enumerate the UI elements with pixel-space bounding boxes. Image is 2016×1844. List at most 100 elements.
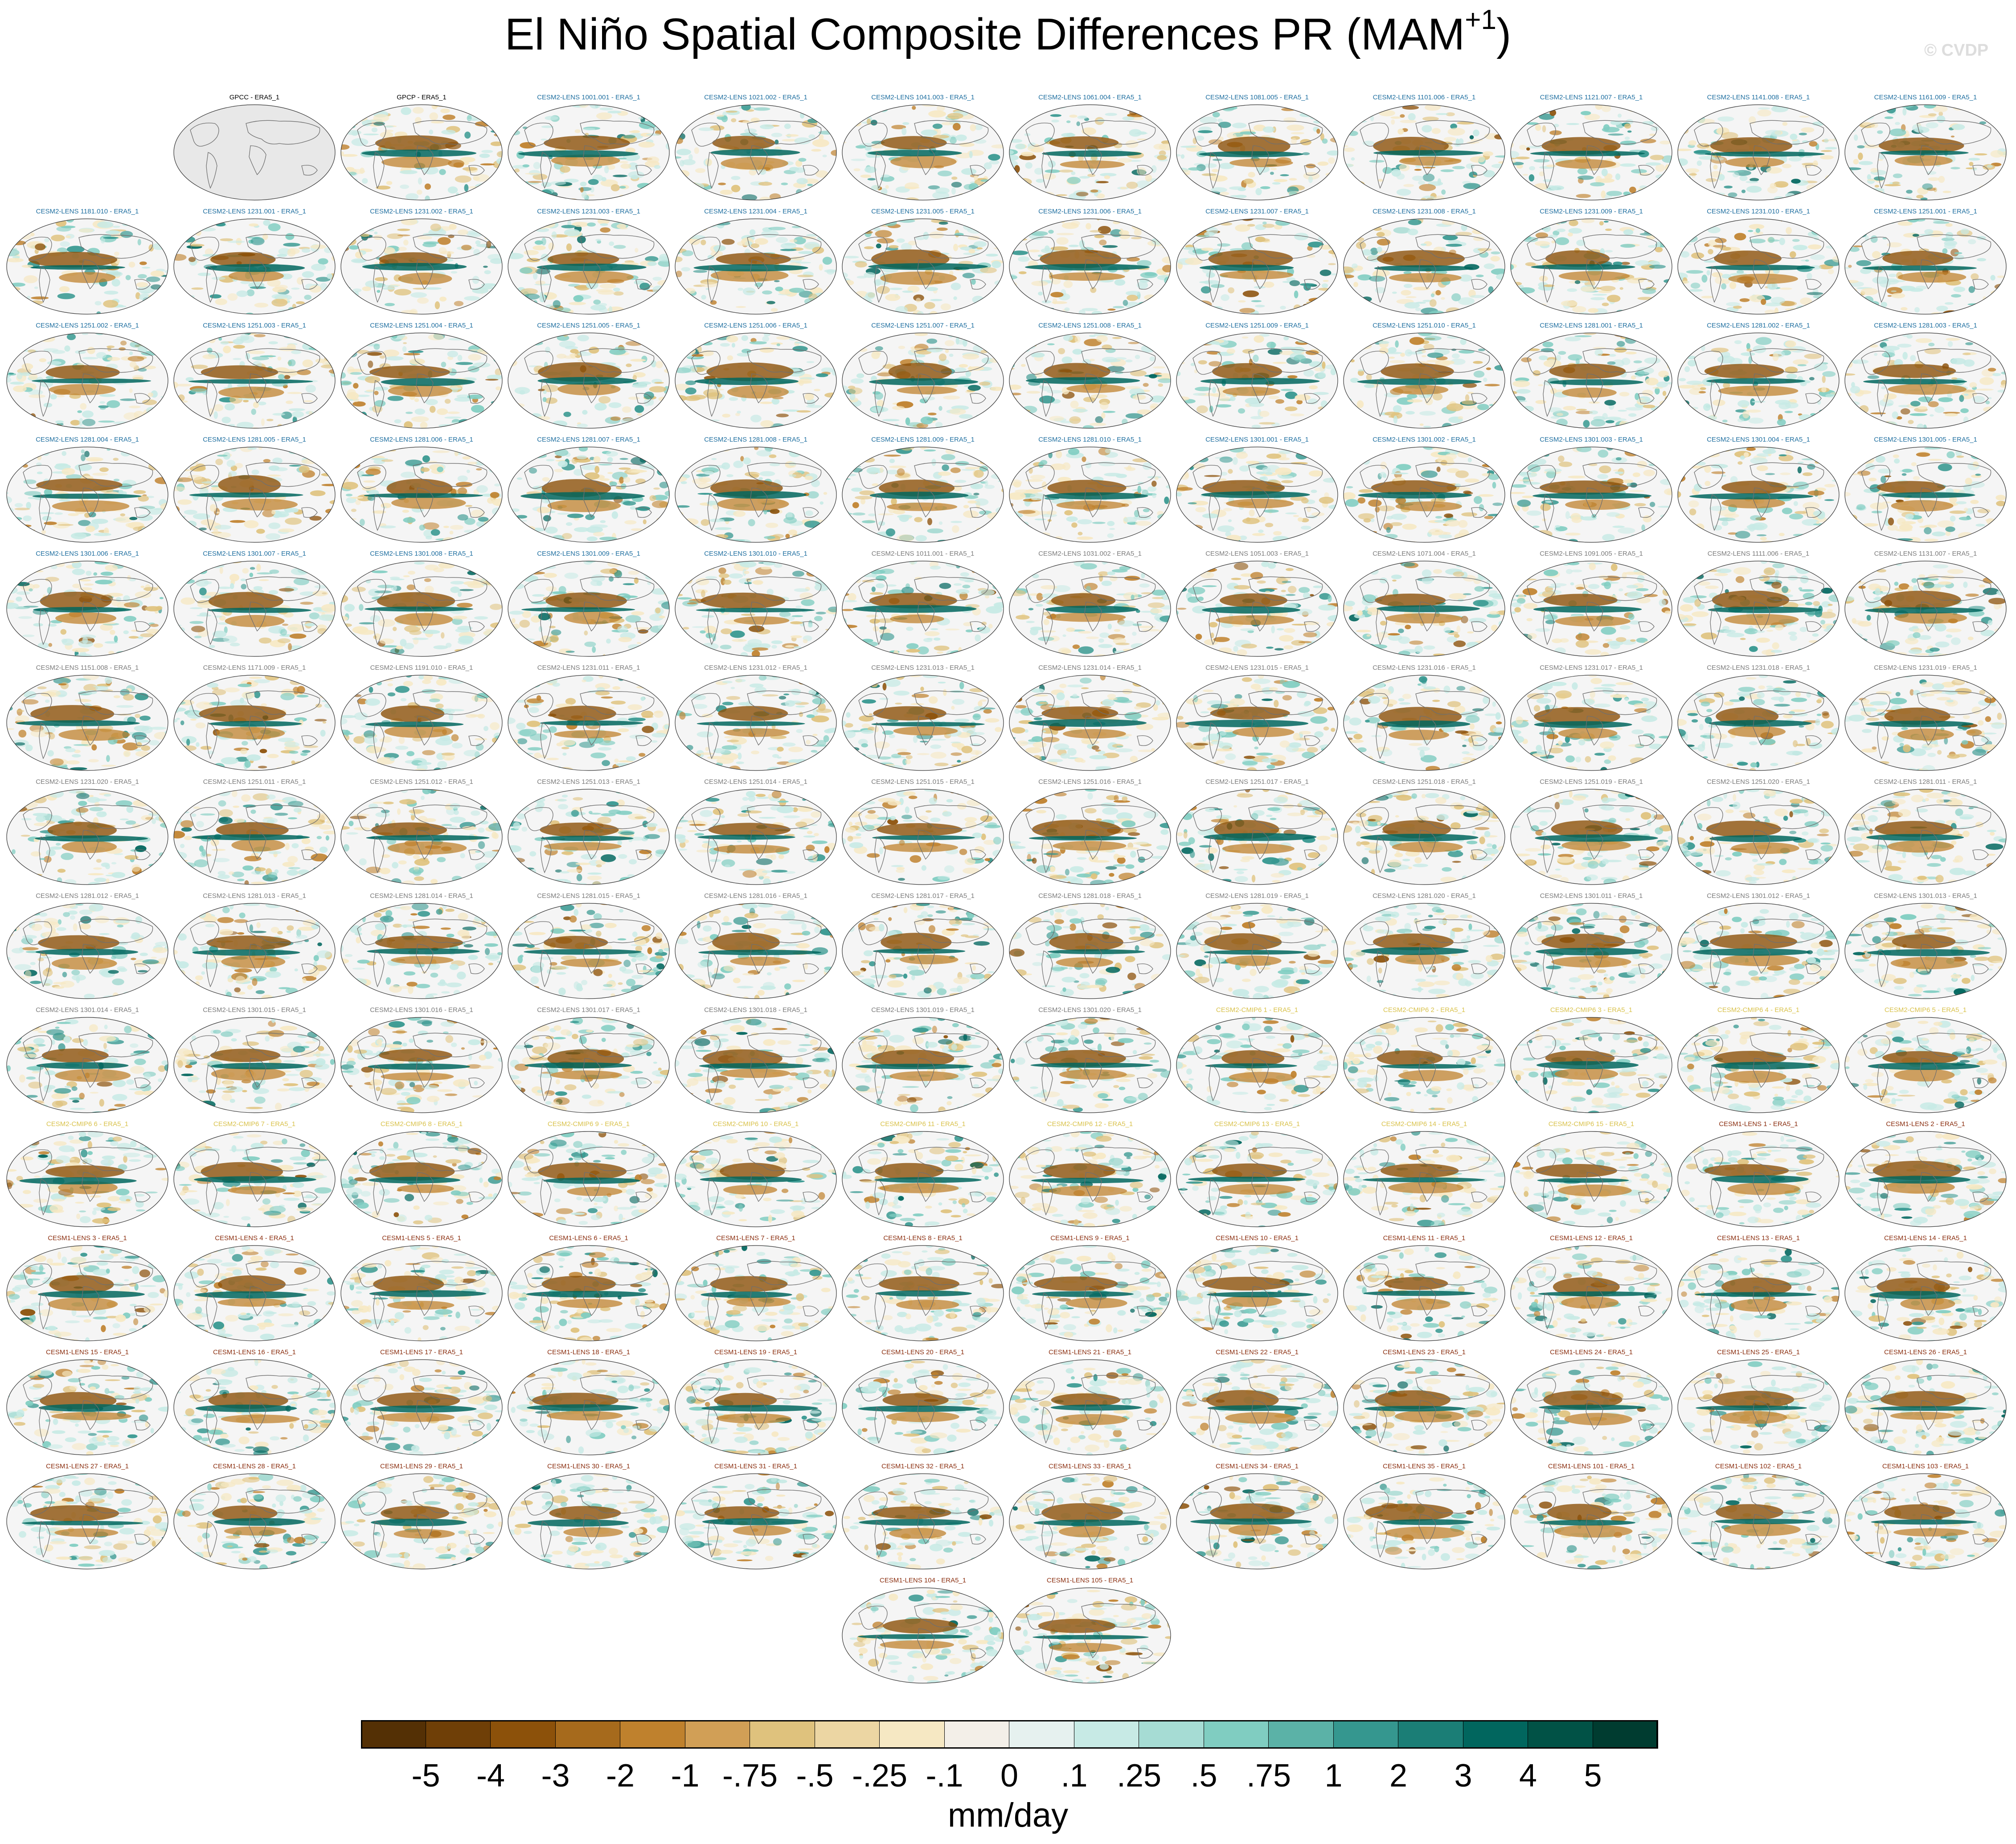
map-panel: CESM2-LENS 1301.008 - ERA5_1 <box>338 550 505 661</box>
global-map <box>1510 1245 1672 1341</box>
map-panel-title: CESM2-LENS 1281.018 - ERA5_1 <box>997 892 1183 900</box>
global-map <box>508 1473 670 1569</box>
map-panel-title: CESM2-LENS 1251.013 - ERA5_1 <box>496 778 681 786</box>
map-panel-title: CESM2-LENS 1301.016 - ERA5_1 <box>329 1006 514 1014</box>
map-panel-title: CESM2-LENS 1231.004 - ERA5_1 <box>663 208 848 216</box>
map-panel: CESM2-LENS 1231.014 - ERA5_1 <box>1006 664 1174 775</box>
map-panel: CESM2-LENS 1281.009 - ERA5_1 <box>839 436 1007 547</box>
colorbar-tick-label: .1 <box>1061 1758 1087 1794</box>
map-panel-title: CESM1-LENS 103 - ERA5_1 <box>1833 1463 2016 1471</box>
map-panel-title: CESM2-LENS 1051.003 - ERA5_1 <box>1164 550 1350 558</box>
map-panel: CESM2-CMIP6 8 - ERA5_1 <box>338 1120 505 1232</box>
map-panel: CESM2-CMIP6 11 - ERA5_1 <box>839 1120 1007 1232</box>
map-panel-title: CESM2-LENS 1281.006 - ERA5_1 <box>329 436 514 444</box>
map-panel-title: CESM2-LENS 1231.003 - ERA5_1 <box>496 208 681 216</box>
global-map <box>842 903 1004 999</box>
global-map <box>1343 561 1505 657</box>
map-panel-title: CESM2-LENS 1191.010 - ERA5_1 <box>329 664 514 672</box>
global-map <box>675 1473 837 1569</box>
map-panel-title: CESM2-LENS 1301.011 - ERA5_1 <box>1499 892 1684 900</box>
map-panel-title: CESM2-LENS 1301.003 - ERA5_1 <box>1499 436 1684 444</box>
map-panel-title: CESM2-LENS 1011.001 - ERA5_1 <box>830 550 1016 558</box>
map-panel: CESM2-LENS 1251.002 - ERA5_1 <box>4 322 171 433</box>
map-panel: CESM2-LENS 1301.013 - ERA5_1 <box>1842 892 2009 1004</box>
map-panel-title: GPCP - ERA5_1 <box>329 94 514 102</box>
map-panel: CESM2-LENS 1251.017 - ERA5_1 <box>1173 778 1341 889</box>
map-panel: CESM2-CMIP6 14 - ERA5_1 <box>1340 1120 1508 1232</box>
map-panel: CESM2-LENS 1251.003 - ERA5_1 <box>171 322 338 433</box>
map-panel-title: CESM2-LENS 1281.004 - ERA5_1 <box>0 436 180 444</box>
global-map <box>1009 1017 1171 1113</box>
map-panel: CESM2-LENS 1231.009 - ERA5_1 <box>1508 208 1675 319</box>
map-panel-title: CESM2-LENS 1081.005 - ERA5_1 <box>1164 94 1350 102</box>
map-panel: CESM2-LENS 1301.002 - ERA5_1 <box>1340 436 1508 547</box>
global-map <box>675 1017 837 1113</box>
map-panel: CESM2-LENS 1021.002 - ERA5_1 <box>672 94 840 205</box>
map-panel-title: CESM1-LENS 35 - ERA5_1 <box>1332 1463 1517 1471</box>
global-map <box>1343 1017 1505 1113</box>
map-panel: CESM2-LENS 1281.008 - ERA5_1 <box>672 436 840 547</box>
global-map <box>1009 903 1171 999</box>
map-panel-title: CESM2-LENS 1251.010 - ERA5_1 <box>1332 322 1517 330</box>
map-panel-title: CESM1-LENS 27 - ERA5_1 <box>0 1463 180 1471</box>
global-map <box>842 218 1004 315</box>
map-panel: CESM1-LENS 24 - ERA5_1 <box>1508 1348 1675 1460</box>
global-map <box>508 903 670 999</box>
map-panel: CESM2-LENS 1281.020 - ERA5_1 <box>1340 892 1508 1004</box>
colorbar-swatch <box>491 1720 556 1749</box>
map-panel: CESM2-LENS 1231.008 - ERA5_1 <box>1340 208 1508 319</box>
map-panel-title: CESM2-LENS 1131.007 - ERA5_1 <box>1833 550 2016 558</box>
map-panel: CESM1-LENS 101 - ERA5_1 <box>1508 1463 1675 1574</box>
global-map <box>173 1017 336 1113</box>
map-panel: CESM1-LENS 32 - ERA5_1 <box>839 1463 1007 1574</box>
map-panel-title: CESM2-CMIP6 6 - ERA5_1 <box>0 1120 180 1128</box>
map-panel-title: CESM2-LENS 1281.008 - ERA5_1 <box>663 436 848 444</box>
map-panel: CESM2-LENS 1101.006 - ERA5_1 <box>1340 94 1508 205</box>
map-panel-title: CESM2-LENS 1161.009 - ERA5_1 <box>1833 94 2016 102</box>
global-map <box>1009 1245 1171 1341</box>
map-panel: CESM2-LENS 1231.004 - ERA5_1 <box>672 208 840 319</box>
global-map <box>1677 332 1840 429</box>
global-map <box>1510 1473 1672 1569</box>
map-panel-title: CESM2-LENS 1301.017 - ERA5_1 <box>496 1006 681 1014</box>
global-map <box>508 447 670 543</box>
map-panel: CESM2-LENS 1071.004 - ERA5_1 <box>1340 550 1508 661</box>
map-panel: CESM2-LENS 1281.002 - ERA5_1 <box>1675 322 1842 433</box>
map-panel: CESM1-LENS 33 - ERA5_1 <box>1006 1463 1174 1574</box>
map-panel-title: CESM2-LENS 1251.002 - ERA5_1 <box>0 322 180 330</box>
map-panel: CESM2-CMIP6 4 - ERA5_1 <box>1675 1006 1842 1118</box>
global-map <box>1510 1359 1672 1455</box>
map-panel-title: CESM1-LENS 25 - ERA5_1 <box>1666 1348 1851 1356</box>
map-panel: CESM1-LENS 27 - ERA5_1 <box>4 1463 171 1574</box>
map-panel: CESM1-LENS 9 - ERA5_1 <box>1006 1234 1174 1346</box>
map-panel: CESM2-LENS 1041.003 - ERA5_1 <box>839 94 1007 205</box>
map-panel-title: CESM2-CMIP6 8 - ERA5_1 <box>329 1120 514 1128</box>
global-map <box>173 1131 336 1227</box>
global-map <box>842 332 1004 429</box>
map-panel: CESM2-LENS 1081.005 - ERA5_1 <box>1173 94 1341 205</box>
map-panel: CESM2-LENS 1281.016 - ERA5_1 <box>672 892 840 1004</box>
map-panel: CESM2-LENS 1281.004 - ERA5_1 <box>4 436 171 547</box>
map-panel-title: CESM1-LENS 19 - ERA5_1 <box>663 1348 848 1356</box>
map-panel-title: CESM2-LENS 1301.010 - ERA5_1 <box>663 550 848 558</box>
colorbar-swatch <box>1398 1720 1464 1749</box>
map-panel: CESM1-LENS 11 - ERA5_1 <box>1340 1234 1508 1346</box>
global-map <box>1176 1473 1338 1569</box>
panel-grid: GPCC - ERA5_1 GPCP - ERA5_1 CESM2-LENS 100… <box>0 94 2016 1688</box>
map-panel-title: CESM2-LENS 1251.001 - ERA5_1 <box>1833 208 2016 216</box>
global-map <box>340 104 503 201</box>
colorbar-swatch <box>1593 1720 1658 1749</box>
map-panel: CESM2-LENS 1301.003 - ERA5_1 <box>1508 436 1675 547</box>
map-panel: CESM2-LENS 1251.008 - ERA5_1 <box>1006 322 1174 433</box>
colorbar-units: mm/day <box>0 1796 2016 1835</box>
map-panel: CESM1-LENS 105 - ERA5_1 <box>1006 1577 1174 1688</box>
global-map <box>340 218 503 315</box>
global-map <box>1844 675 2007 771</box>
map-panel-title: CESM2-LENS 1251.016 - ERA5_1 <box>997 778 1183 786</box>
global-map <box>508 561 670 657</box>
map-panel-title: CESM2-LENS 1251.015 - ERA5_1 <box>830 778 1016 786</box>
map-panel-title: CESM1-LENS 3 - ERA5_1 <box>0 1234 180 1242</box>
global-map <box>6 1131 168 1227</box>
chart-title-close: ) <box>1496 9 1511 59</box>
global-map <box>1844 218 2007 315</box>
